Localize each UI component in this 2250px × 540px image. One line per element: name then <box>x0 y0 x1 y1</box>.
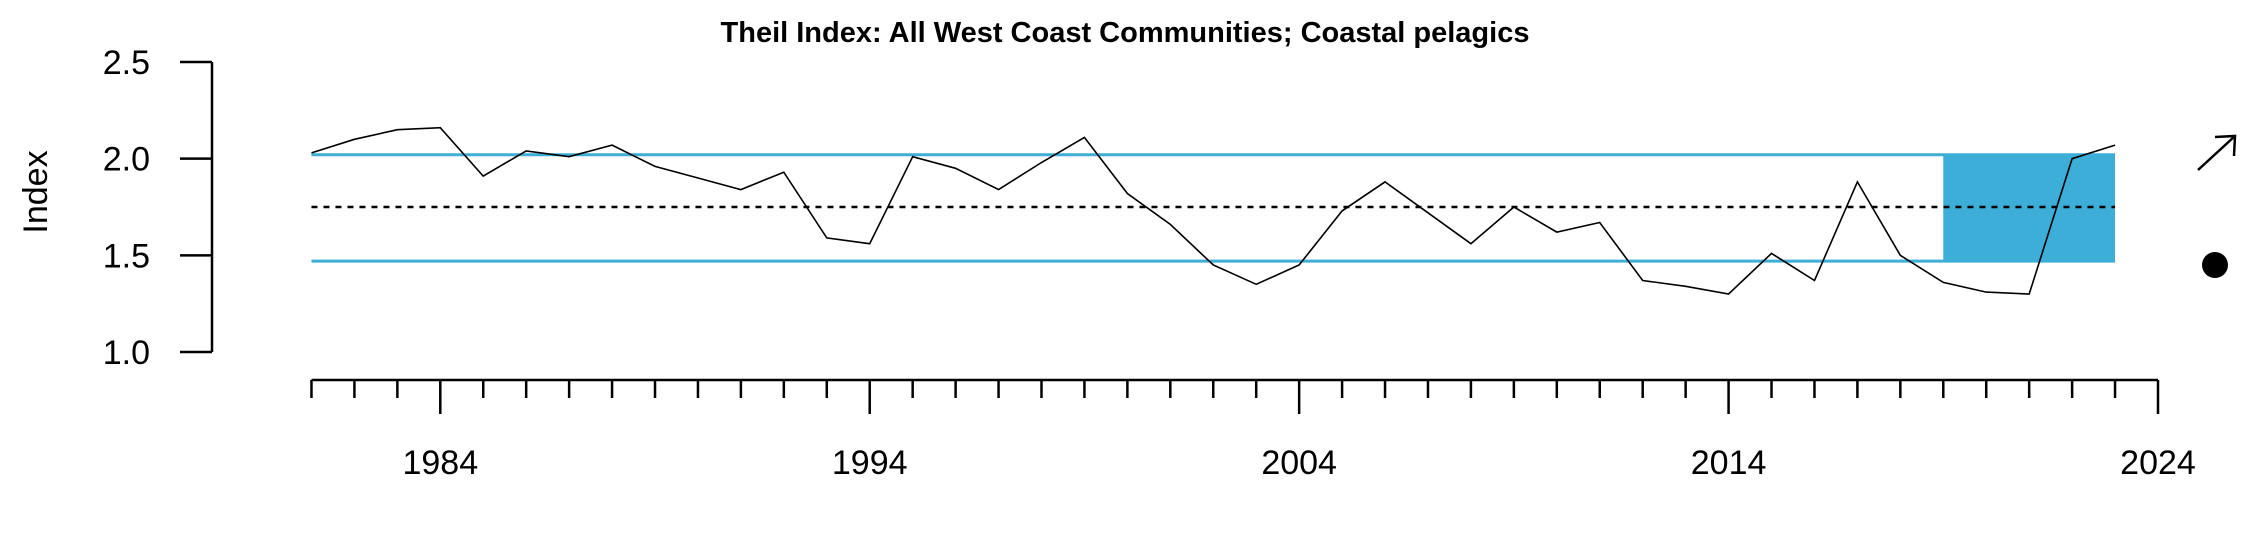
x-tick-label: 1984 <box>402 444 478 482</box>
series-layer <box>311 126 2116 295</box>
trend-arrow-head <box>2214 134 2237 157</box>
y-tick-label: 2.0 <box>103 141 150 179</box>
mean-indicator-dot-icon <box>2202 252 2228 278</box>
reference-lines <box>311 153 2116 263</box>
series-line <box>311 126 2116 295</box>
x-tick-label: 2014 <box>1691 444 1767 482</box>
y-tick-label: 1.5 <box>103 237 150 275</box>
y-axis-label: Index <box>17 150 55 233</box>
x-tick-label: 2004 <box>1261 444 1337 482</box>
y-tick-label: 1.0 <box>103 334 150 372</box>
x-tick-label: 1994 <box>832 444 908 482</box>
trend-arrow-shaft <box>2197 135 2236 171</box>
y-axis: 1.0 1.5 2.0 2.5 <box>103 44 214 372</box>
y-tick-label: 2.5 <box>103 44 150 82</box>
indicators <box>2197 134 2237 278</box>
x-tick-label: 2024 <box>2120 444 2196 482</box>
chart-title: Theil Index: All West Coast Communities;… <box>721 17 1530 49</box>
x-axis: 1984 1994 2004 2014 2024 <box>310 378 2196 482</box>
trend-arrow-icon <box>2197 134 2237 171</box>
